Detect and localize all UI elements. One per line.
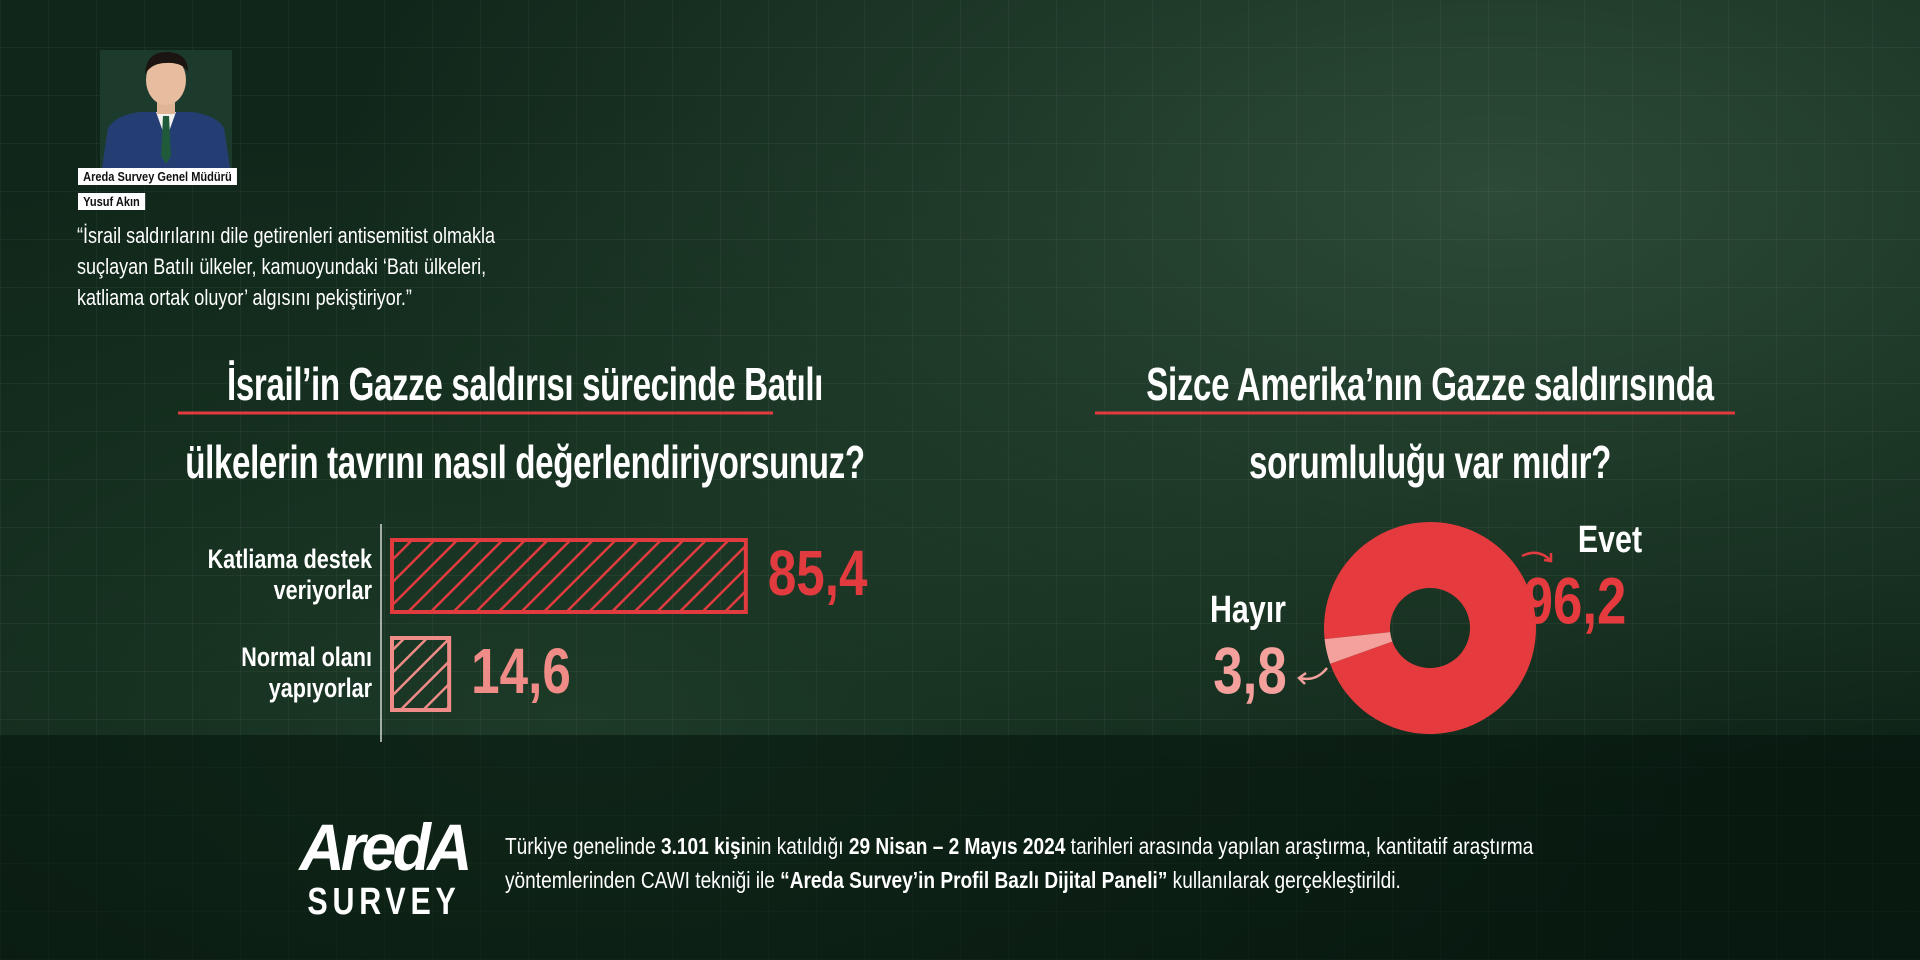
category-label: Hayır: [1210, 589, 1286, 631]
logo-subtext: SURVEY: [307, 881, 461, 923]
text: Türkiye genelinde: [505, 833, 662, 859]
donut-slice: [1324, 632, 1393, 664]
footer-note: Türkiye genelinde 3.101 kişinin katıldığ…: [505, 829, 1584, 897]
text-bold: 29 Nisan – 2 Mayıs 2024: [848, 833, 1066, 859]
arrow: [1297, 671, 1307, 685]
portrait: [100, 50, 232, 168]
arrow: [1543, 553, 1553, 563]
arrow: [1299, 667, 1328, 681]
value-label: 14,6: [471, 637, 571, 708]
category-label: Katliama destek veriyorlar: [208, 545, 373, 606]
logo: AredA SURVEY: [286, 812, 482, 922]
footer-band: [0, 735, 1920, 960]
value-label: 3,8: [1213, 634, 1286, 708]
role-tag: Areda Survey Genel Müdürü: [78, 168, 237, 185]
value-label: 96,2: [1524, 564, 1627, 638]
text: tarihleri arasında yapılan araştırma, ka…: [505, 833, 1534, 893]
quote: “İsrail saldırılarını dile getirenleri a…: [77, 223, 496, 310]
text-bold: 3.101 kişi: [661, 833, 746, 859]
logo-text: AredA: [299, 810, 472, 884]
category-label: Normal olanı yapıyorlar: [241, 643, 372, 704]
chart-title: İsrail’in Gazze saldırısı sürecinde Batı…: [185, 358, 865, 488]
text: nin katıldığı: [745, 833, 849, 859]
category-label: Evet: [1578, 519, 1643, 561]
text: kullanılarak gerçekleştirildi.: [1167, 867, 1401, 893]
chart-title: Sizce Amerika’nın Gazze saldırısında sor…: [1146, 358, 1714, 488]
text-bold: “Areda Survey’in Profil Bazlı Dijital Pa…: [780, 867, 1168, 893]
value-label: 85,4: [768, 539, 868, 610]
donut-slice: [1324, 521, 1536, 734]
bar: [390, 636, 452, 712]
bar: [390, 538, 748, 614]
arrow: [1521, 551, 1551, 561]
name-tag: Yusuf Akın: [78, 193, 145, 210]
